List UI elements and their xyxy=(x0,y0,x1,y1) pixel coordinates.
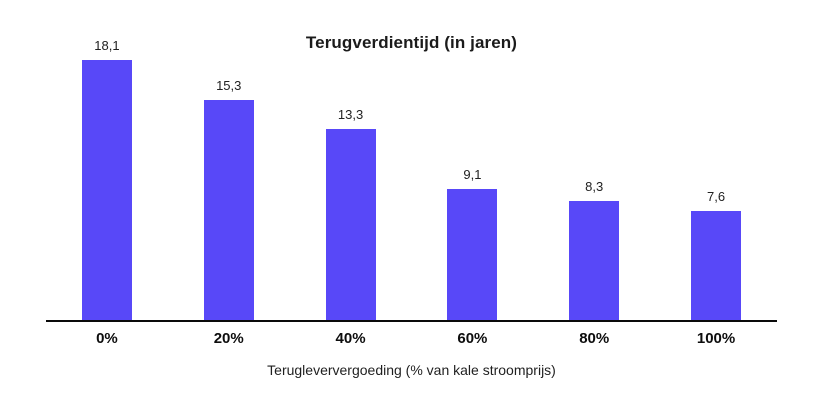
x-axis-tick-label: 40% xyxy=(335,330,366,347)
chart-title: Terugverdientijd (in jaren) xyxy=(305,33,518,52)
x-axis-tick-row: 0% 20% 40% 60% 80% 100% xyxy=(46,330,777,347)
x-axis-tick-label: 80% xyxy=(579,330,610,347)
bar xyxy=(569,201,620,320)
bar xyxy=(81,60,132,320)
x-axis-title: Terugleververgoeding (% van kale stroomp… xyxy=(267,362,556,378)
bar-column: 18,1 xyxy=(46,38,168,320)
bar xyxy=(447,189,498,320)
bar-value-label: 7,6 xyxy=(707,189,726,204)
bar-value-label: 15,3 xyxy=(216,78,242,93)
x-axis-tick-label: 0% xyxy=(96,330,118,347)
bar-column: 13,3 xyxy=(290,60,412,320)
bar-value-label: 8,3 xyxy=(585,179,604,194)
x-axis-tick-label: 20% xyxy=(213,330,244,347)
bar xyxy=(691,211,742,320)
plot-area: 18,1 15,3 13,3 9,1 8,3 7,6 xyxy=(46,38,777,322)
x-axis-tick-label: 60% xyxy=(457,330,488,347)
bar-value-label: 18,1 xyxy=(94,38,120,53)
bar xyxy=(203,100,254,320)
bar-column: 8,3 xyxy=(533,60,655,320)
bar-column: 9,1 xyxy=(411,60,533,320)
x-axis-tick-label: 100% xyxy=(696,330,736,347)
bar-value-label: 9,1 xyxy=(463,167,482,182)
bar xyxy=(325,129,376,320)
bar-value-label: 13,3 xyxy=(337,107,364,122)
bar-column: 7,6 xyxy=(655,60,777,320)
bar-column: 15,3 xyxy=(168,60,290,320)
